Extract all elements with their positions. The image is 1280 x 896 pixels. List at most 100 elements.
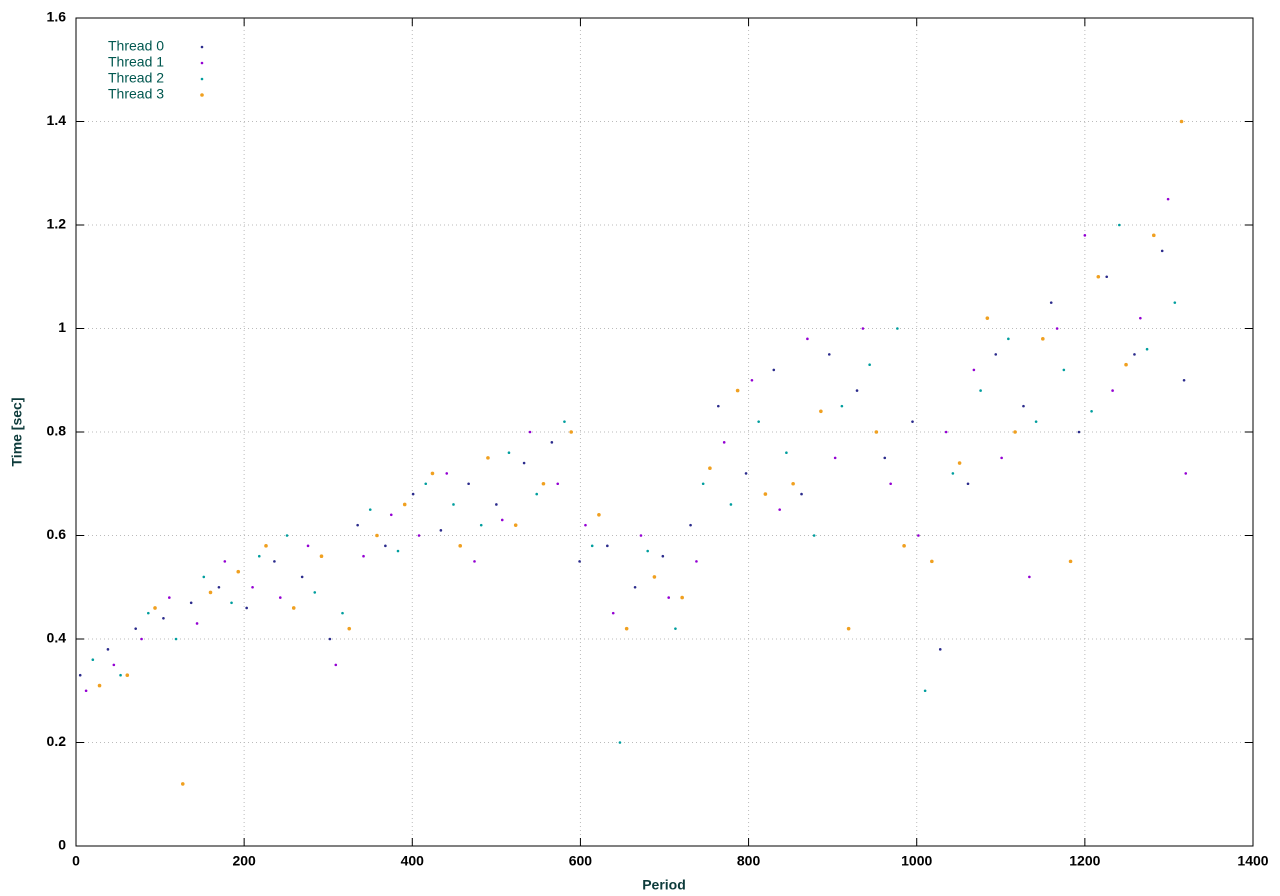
point: [674, 627, 677, 630]
point: [618, 741, 622, 744]
point: [735, 388, 740, 393]
point: [680, 595, 684, 600]
y-tick-label: 1.4: [47, 112, 67, 128]
point: [1049, 301, 1053, 304]
point: [708, 466, 712, 471]
point: [652, 575, 657, 579]
legend-label: Thread 0: [108, 38, 164, 54]
point: [1034, 420, 1038, 423]
point: [153, 606, 157, 610]
point: [979, 389, 982, 392]
y-tick-label: 0.2: [47, 733, 67, 749]
point: [791, 481, 795, 486]
x-tick-label: 600: [569, 853, 593, 869]
point: [140, 637, 143, 641]
point: [896, 327, 899, 330]
point: [162, 617, 165, 620]
point: [522, 461, 526, 465]
point: [550, 441, 554, 444]
point: [611, 611, 615, 615]
point: [938, 648, 942, 651]
point: [1013, 430, 1017, 434]
point: [597, 513, 601, 517]
point: [840, 404, 844, 408]
point: [285, 534, 289, 537]
point: [584, 523, 587, 527]
point: [883, 456, 887, 460]
point: [633, 585, 637, 589]
point: [479, 523, 483, 527]
point: [1096, 274, 1101, 279]
point: [452, 503, 455, 506]
point: [202, 575, 206, 579]
point: [846, 626, 851, 631]
x-tick-label: 400: [401, 853, 425, 869]
point: [667, 596, 671, 599]
x-tick-label: 1000: [901, 853, 932, 869]
point: [217, 585, 221, 589]
point: [445, 472, 449, 475]
point: [994, 353, 998, 356]
point: [951, 472, 955, 475]
point: [827, 353, 831, 356]
point: [245, 606, 248, 610]
point: [1077, 430, 1081, 434]
point: [695, 560, 698, 563]
point: [819, 409, 823, 414]
point: [729, 503, 733, 506]
point: [91, 658, 95, 661]
x-tick-label: 200: [232, 853, 256, 869]
point: [763, 492, 768, 496]
point: [278, 596, 282, 599]
point: [168, 596, 171, 599]
y-tick-label: 0.6: [47, 526, 67, 542]
point: [236, 569, 241, 574]
point: [1028, 575, 1031, 579]
point: [125, 673, 130, 678]
point: [646, 549, 649, 553]
point: [180, 782, 185, 786]
point: [458, 544, 463, 548]
legend-marker: [200, 77, 204, 81]
point: [889, 482, 892, 486]
point: [375, 533, 379, 538]
point: [1182, 378, 1186, 382]
x-tick-label: 1200: [1069, 853, 1100, 869]
point: [1111, 389, 1114, 392]
point: [590, 544, 594, 548]
legend-label: Thread 3: [108, 86, 164, 102]
point: [606, 544, 609, 548]
point: [439, 529, 443, 532]
point: [661, 554, 665, 558]
point: [1007, 337, 1010, 341]
point: [722, 441, 726, 444]
point: [874, 430, 879, 434]
y-tick-label: 1: [58, 319, 66, 335]
point: [106, 648, 110, 651]
point: [368, 508, 372, 511]
point: [223, 560, 227, 563]
point: [264, 544, 268, 548]
point: [966, 482, 970, 486]
point: [800, 492, 803, 496]
point: [701, 482, 705, 486]
point: [230, 601, 233, 605]
point: [430, 471, 435, 476]
point: [473, 560, 476, 563]
point: [972, 368, 976, 372]
point: [639, 534, 643, 537]
point: [923, 689, 927, 693]
y-tick-label: 1.6: [47, 9, 67, 25]
point: [578, 560, 581, 563]
point: [257, 554, 261, 558]
point: [251, 585, 254, 589]
point: [334, 663, 338, 667]
point: [396, 549, 400, 553]
point: [569, 430, 573, 434]
point: [306, 544, 310, 548]
point: [424, 482, 428, 486]
point: [1145, 347, 1149, 351]
point: [300, 575, 304, 579]
point: [917, 534, 920, 537]
